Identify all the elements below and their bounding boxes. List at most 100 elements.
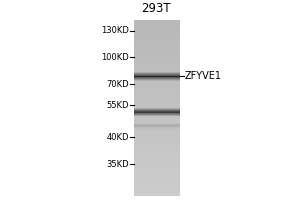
Bar (134, 71, 180, 72)
Bar (134, 106, 180, 107)
Bar (134, 70, 180, 71)
Bar (134, 120, 180, 121)
Bar (134, 75, 180, 76)
Bar (134, 140, 180, 141)
Bar (134, 123, 180, 124)
Bar (134, 148, 180, 149)
Bar (134, 124, 180, 125)
Bar (134, 78, 180, 79)
Bar (134, 112, 180, 113)
Bar (134, 166, 180, 167)
Bar (134, 64, 180, 65)
Bar (134, 65, 180, 66)
Bar (134, 33, 180, 34)
Bar (134, 76, 180, 77)
Bar (134, 53, 180, 54)
Bar (134, 124, 180, 125)
Bar (134, 94, 180, 95)
Bar (134, 46, 180, 47)
Bar (134, 111, 180, 112)
Bar (134, 156, 180, 157)
Bar (134, 90, 180, 91)
Bar (134, 141, 180, 142)
Bar (134, 102, 180, 103)
Bar (134, 88, 180, 89)
Bar (134, 34, 180, 35)
Bar (134, 116, 180, 117)
Bar (134, 195, 180, 196)
Bar (134, 69, 180, 70)
Bar (134, 21, 180, 22)
Bar (134, 72, 180, 73)
Bar (134, 175, 180, 176)
Bar (134, 158, 180, 159)
Bar (134, 182, 180, 183)
Bar (134, 157, 180, 158)
Bar (134, 176, 180, 177)
Bar (134, 25, 180, 26)
Bar (134, 193, 180, 194)
Bar (134, 73, 180, 74)
Bar (134, 113, 180, 114)
Bar (134, 145, 180, 146)
Bar (134, 108, 180, 109)
Bar (134, 179, 180, 180)
Bar (134, 190, 180, 191)
Text: 293T: 293T (141, 2, 171, 15)
Text: 40KD: 40KD (106, 133, 129, 142)
Bar (134, 111, 180, 112)
Bar (134, 59, 180, 60)
Bar (134, 84, 180, 85)
Bar (134, 58, 180, 59)
Bar (134, 159, 180, 160)
Bar (134, 150, 180, 151)
Bar (134, 149, 180, 150)
Bar (134, 137, 180, 138)
Bar (134, 117, 180, 118)
Bar (134, 68, 180, 69)
Bar (134, 26, 180, 27)
Bar (134, 38, 180, 39)
Bar (134, 100, 180, 101)
Bar (134, 23, 180, 24)
Bar (134, 185, 180, 186)
Bar (134, 147, 180, 148)
Bar (134, 105, 180, 106)
Bar (134, 80, 180, 81)
Bar (134, 170, 180, 171)
Bar (134, 167, 180, 168)
Bar (134, 76, 180, 77)
Bar (134, 49, 180, 50)
Bar (134, 47, 180, 48)
FancyBboxPatch shape (134, 20, 180, 196)
Bar (134, 114, 180, 115)
Bar (134, 127, 180, 128)
Bar (134, 60, 180, 61)
Bar (134, 151, 180, 152)
Bar (134, 160, 180, 161)
Bar (134, 135, 180, 136)
Bar (134, 104, 180, 105)
Text: 55KD: 55KD (106, 101, 129, 110)
Bar (134, 45, 180, 46)
Bar (134, 41, 180, 42)
Bar (134, 43, 180, 44)
Bar (134, 163, 180, 164)
Bar (134, 115, 180, 116)
Bar (134, 97, 180, 98)
Bar (134, 154, 180, 155)
Bar (134, 77, 180, 78)
Bar (134, 86, 180, 87)
Bar (134, 118, 180, 119)
Bar (134, 153, 180, 154)
Bar (134, 101, 180, 102)
Bar (134, 139, 180, 140)
Bar (134, 62, 180, 63)
Bar (134, 48, 180, 49)
Bar (134, 109, 180, 110)
Bar (134, 51, 180, 52)
Bar (134, 27, 180, 28)
Text: 70KD: 70KD (106, 80, 129, 89)
Bar (134, 95, 180, 96)
Bar (134, 110, 180, 111)
